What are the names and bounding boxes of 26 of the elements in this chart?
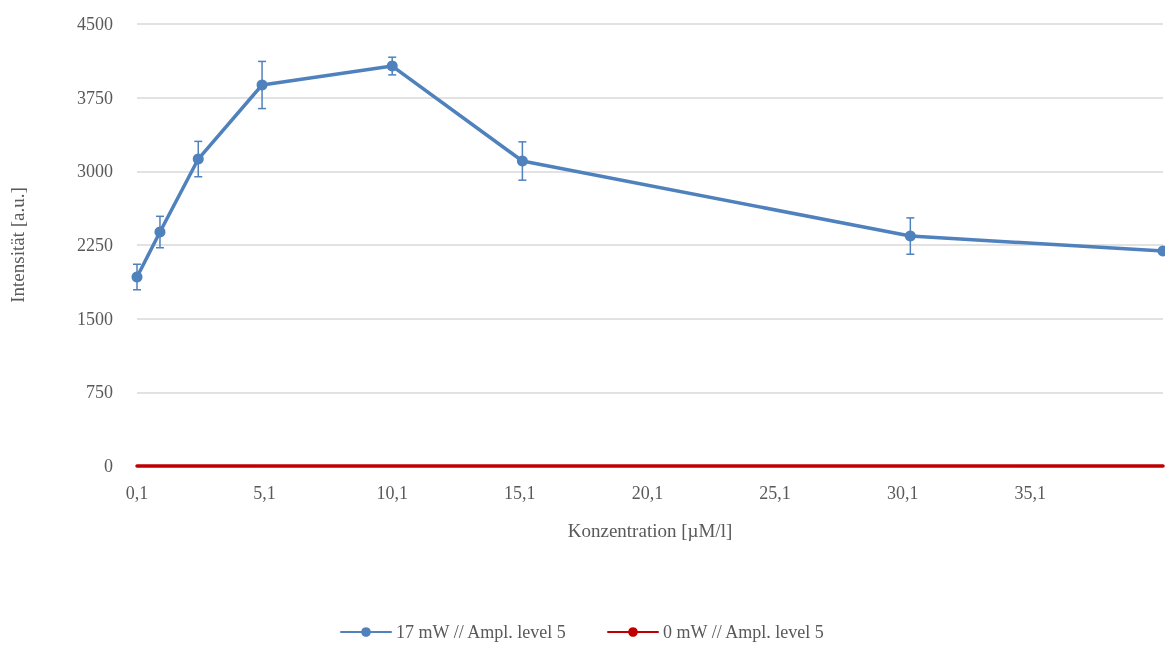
x-tick-label: 20,1	[631, 483, 664, 503]
legend-label: 17 mW // Ampl. level 5	[396, 622, 566, 642]
point	[386, 60, 398, 72]
y-tick-label: 3750	[77, 87, 113, 108]
x-tick-label: 10,1	[376, 483, 408, 503]
point	[192, 153, 204, 165]
x-axis-title: Konzentration [µM/l]	[567, 520, 733, 541]
y-tick-label: 0	[104, 456, 113, 476]
point	[131, 271, 143, 283]
x-tick-label: 0,1	[125, 483, 149, 503]
legend-label: 0 mW // Ampl. level 5	[663, 622, 824, 642]
y-tick-label: 1500	[77, 308, 113, 329]
point	[904, 230, 916, 242]
point	[256, 79, 268, 91]
y-tick-label: 750	[86, 382, 113, 403]
point	[516, 155, 528, 167]
y-tick-label: 4500	[77, 14, 113, 34]
x-tick-label: 5,1	[253, 483, 276, 503]
point	[154, 226, 166, 238]
x-tick-label: 25,1	[759, 483, 791, 503]
x-tick-label: 35,1	[1014, 483, 1047, 503]
y-tick-label: 2250	[77, 235, 113, 255]
x-tick-label: 15,1	[504, 483, 536, 503]
y-axis-title: Intensität [a.u.]	[7, 187, 28, 303]
x-tick-label: 30,1	[886, 483, 919, 503]
y-tick-label: 3000	[77, 161, 113, 182]
